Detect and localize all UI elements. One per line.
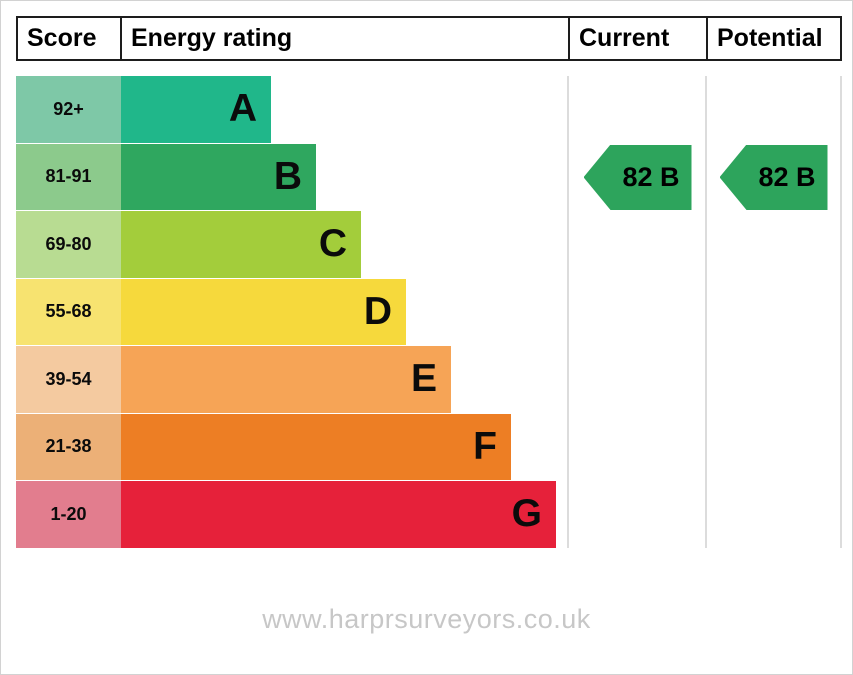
band-letter-bar: D [121, 278, 406, 345]
band-letter-bar: E [121, 346, 451, 413]
band-letter-bar: G [121, 481, 556, 548]
band-row: 39-54 E [16, 346, 556, 414]
band-score-range: 21-38 [16, 413, 121, 480]
band-score-range: 55-68 [16, 278, 121, 345]
band-letter-bar: A [121, 76, 271, 143]
current-rating-label: 82 B [622, 161, 680, 192]
column-divider-current-potential [705, 76, 707, 548]
potential-rating-arrow: 82 B [719, 144, 828, 210]
column-divider-rating-current [567, 76, 569, 548]
band-row: 92+ A [16, 76, 556, 144]
band-letter-bar: B [121, 143, 316, 210]
chart-header: Score Energy rating Current Potential [16, 16, 842, 61]
band-row: 1-20 G [16, 481, 556, 549]
band-score-range: 1-20 [16, 481, 121, 548]
header-potential: Potential [717, 24, 823, 52]
band-row: 69-80 C [16, 211, 556, 279]
surveyor-website-text: www.harprsurveyors.co.uk [262, 604, 591, 634]
band-score-range: 39-54 [16, 346, 121, 413]
band-row: 81-91 B [16, 143, 556, 212]
potential-rating-label: 82 B [758, 161, 816, 192]
band-score-range: 92+ [16, 76, 121, 143]
band-row: 21-38 F [16, 413, 556, 482]
band-row: 55-68 D [16, 278, 556, 347]
column-divider-right-edge [840, 76, 842, 548]
band-letter-bar: F [121, 413, 511, 480]
band-letter-bar: C [121, 211, 361, 278]
band-score-range: 81-91 [16, 143, 121, 210]
band-score-range: 69-80 [16, 211, 121, 278]
energy-bands: 92+ A 81-91 B 69-80 C 55-68 D 39-54 E 21… [16, 76, 556, 549]
header-current: Current [570, 18, 708, 59]
header-score: Score [18, 18, 122, 59]
current-rating-arrow: 82 B [583, 144, 692, 210]
header-energy-rating: Energy rating [122, 18, 570, 59]
